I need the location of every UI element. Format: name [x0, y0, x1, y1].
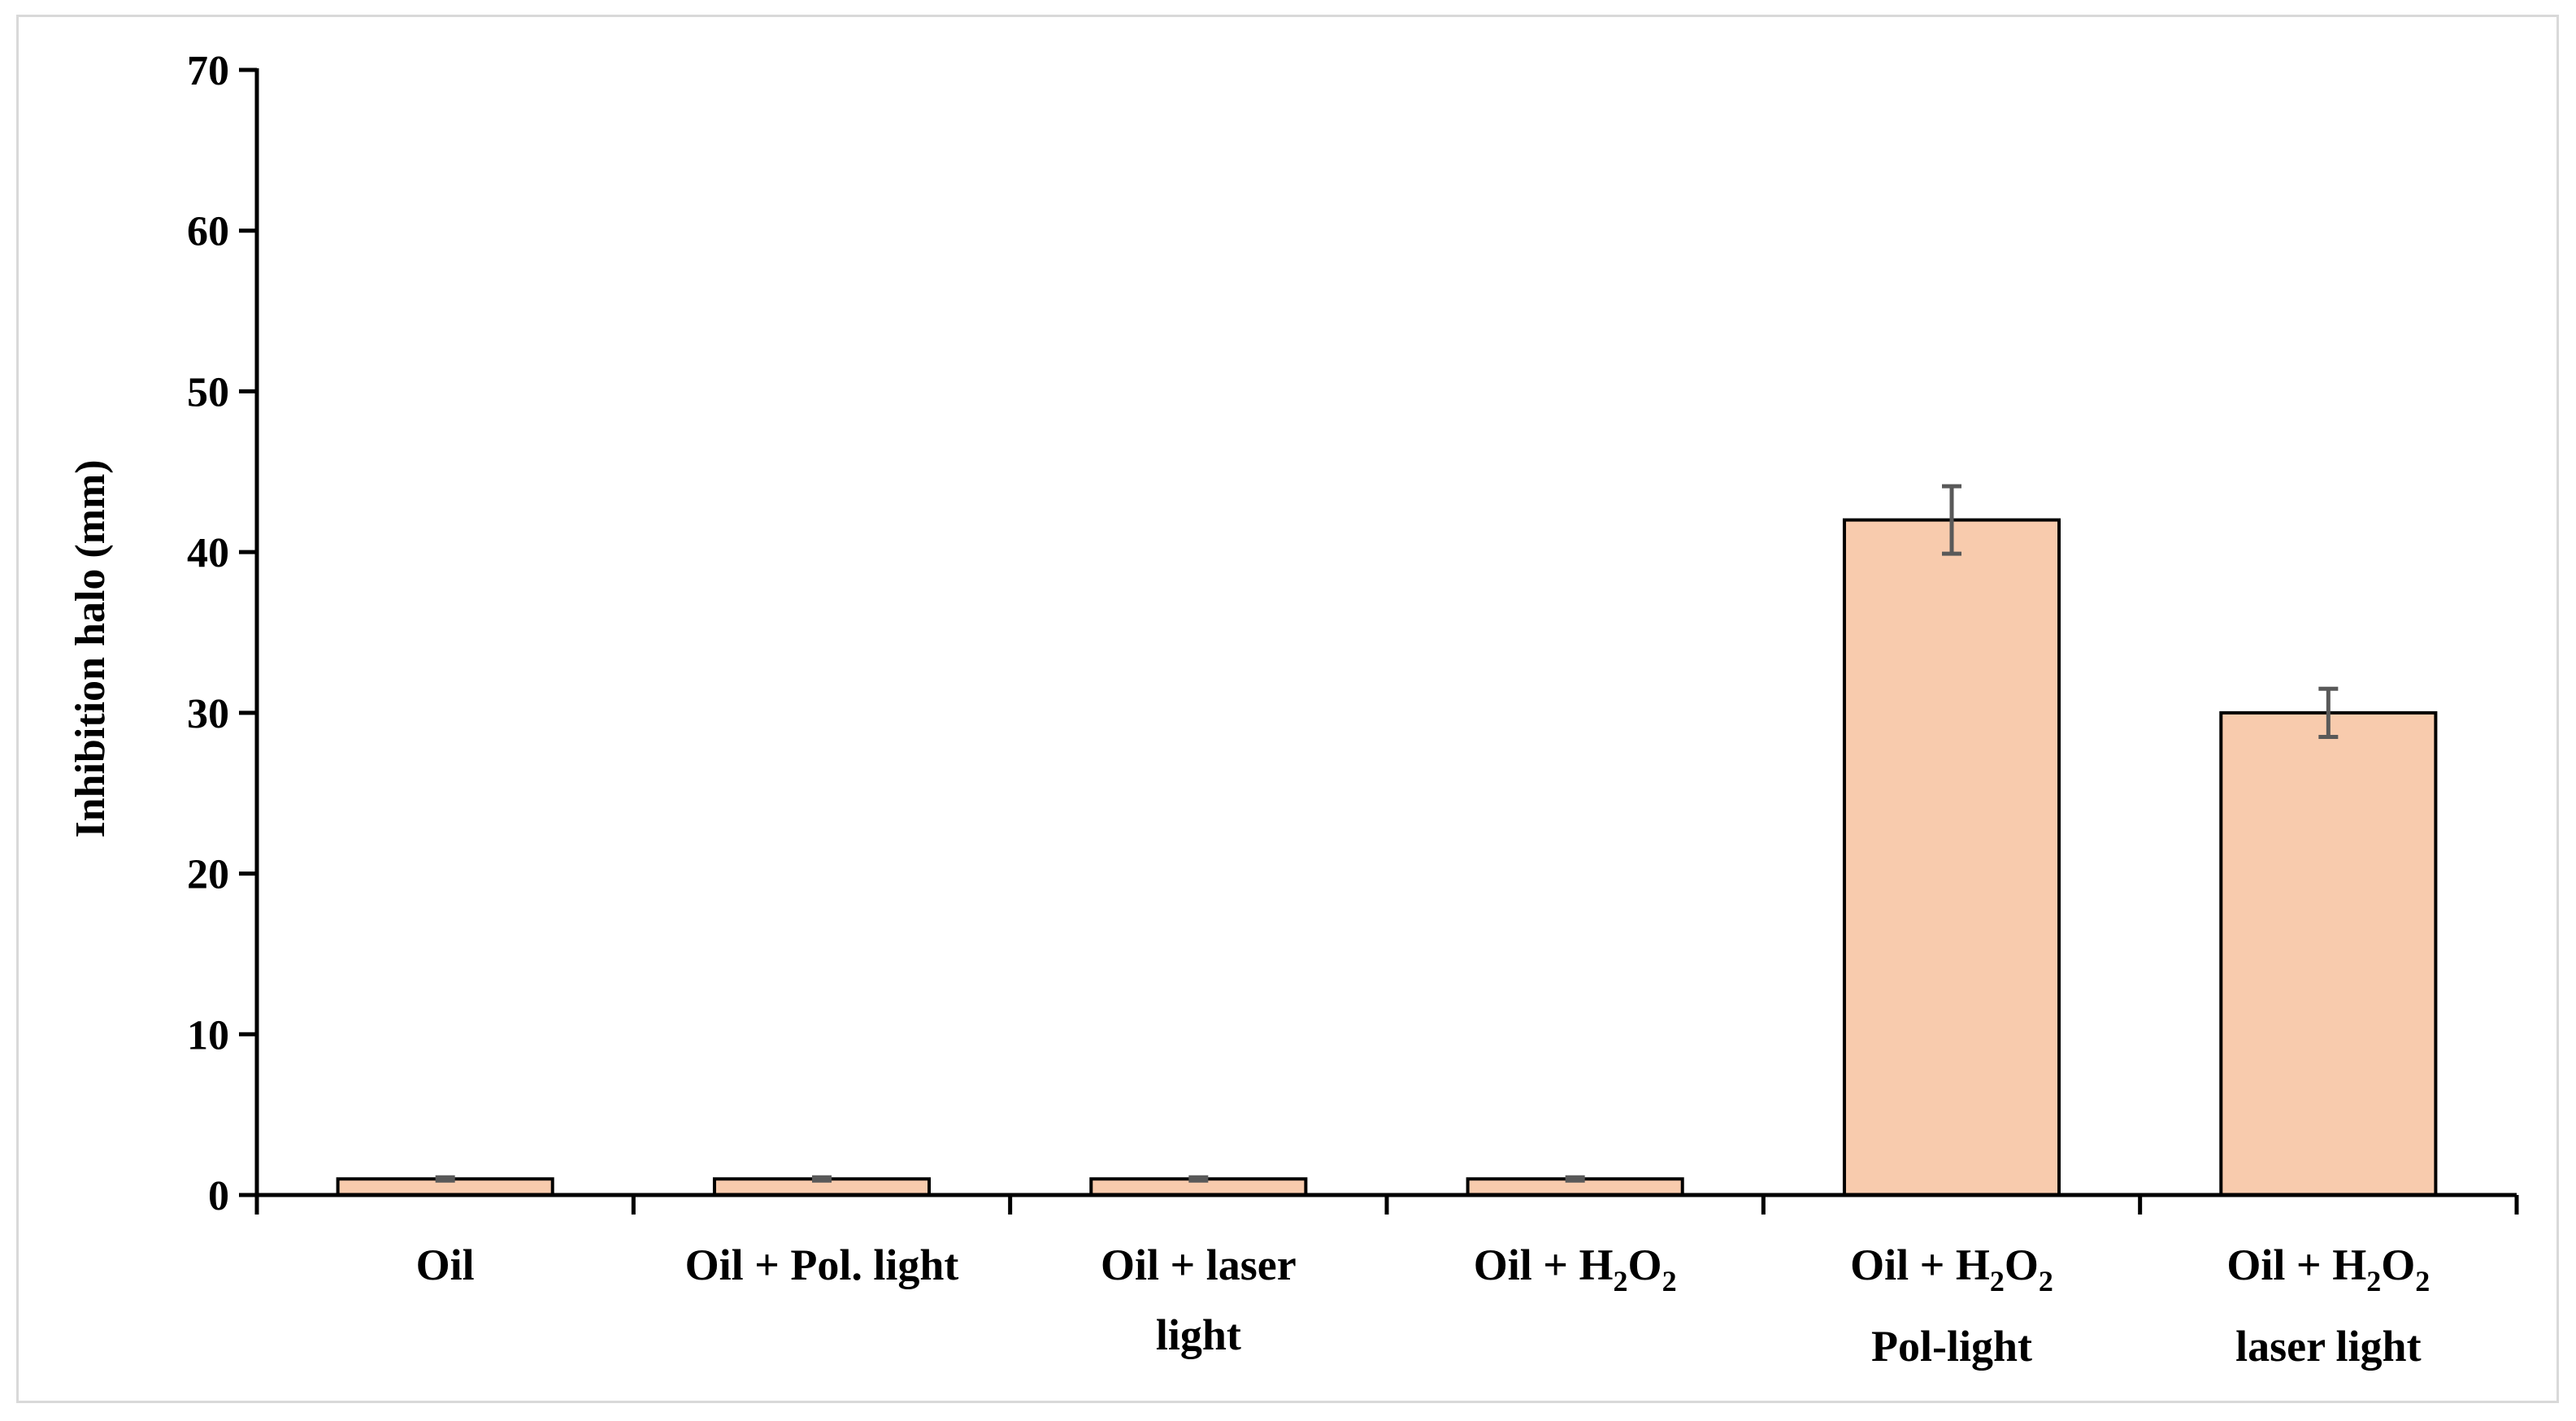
y-tick-label: 70 [187, 48, 229, 94]
y-tick-label: 10 [187, 1012, 229, 1058]
error-bar [1188, 1175, 1209, 1183]
y-tick-label: 20 [187, 852, 229, 898]
bar [1842, 518, 2061, 1197]
y-axis-title: Inhibition halo (mm) [67, 459, 114, 837]
error-bar [1565, 1175, 1585, 1183]
error-bars-layer [435, 484, 2339, 1183]
x-ticks: Oil Oil + Pol. light Oil + laser light Oil +… [254, 1195, 2519, 1371]
x-category-label: Oil [416, 1241, 475, 1289]
error-bar [435, 1175, 455, 1183]
y-tick-label: 0 [208, 1173, 229, 1219]
y-tick-label: 50 [187, 369, 229, 415]
x-category-label: Oil + H2O2 Pol-light [1850, 1241, 2053, 1371]
y-ticks: 0 10 20 30 40 50 60 70 [187, 48, 257, 1219]
chart-frame [16, 15, 2559, 1403]
error-bar [812, 1175, 832, 1183]
error-bar [2318, 686, 2339, 740]
x-category-label: Oil + laser light [1101, 1241, 1297, 1359]
bar [2219, 710, 2438, 1197]
x-category-label: Oil + H2O2 [1474, 1241, 1677, 1297]
x-category-label: Oil + Pol. light [685, 1241, 959, 1289]
bars-layer [336, 518, 2438, 1197]
y-tick-label: 40 [187, 530, 229, 576]
x-category-label: Oil + H2O2 laser light [2226, 1241, 2430, 1371]
y-tick-label: 30 [187, 691, 229, 737]
axes-layer [254, 68, 2517, 1197]
error-bar [1942, 484, 1961, 556]
y-tick-label: 60 [187, 209, 229, 255]
